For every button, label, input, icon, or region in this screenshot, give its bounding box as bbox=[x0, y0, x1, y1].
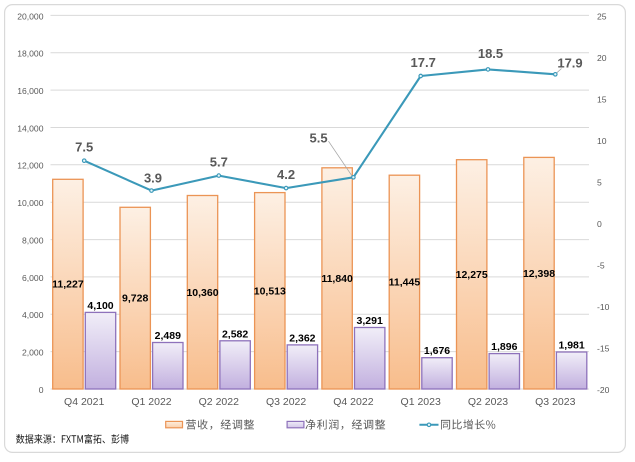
svg-text:-20: -20 bbox=[597, 385, 610, 395]
svg-text:17.7: 17.7 bbox=[411, 55, 436, 70]
svg-text:2,489: 2,489 bbox=[155, 330, 181, 342]
svg-text:14,000: 14,000 bbox=[17, 123, 44, 133]
svg-text:4,100: 4,100 bbox=[87, 300, 113, 312]
svg-text:18.5: 18.5 bbox=[478, 46, 503, 61]
svg-text:1,896: 1,896 bbox=[491, 341, 517, 353]
svg-text:4.2: 4.2 bbox=[277, 167, 295, 182]
svg-text:Q1 2023: Q1 2023 bbox=[401, 396, 441, 408]
svg-text:10,360: 10,360 bbox=[186, 287, 218, 299]
svg-text:2,362: 2,362 bbox=[289, 332, 315, 344]
svg-text:11,445: 11,445 bbox=[389, 277, 421, 289]
svg-text:3,291: 3,291 bbox=[357, 315, 383, 327]
svg-text:2,582: 2,582 bbox=[222, 328, 248, 340]
svg-text:5.5: 5.5 bbox=[310, 130, 328, 145]
svg-text:8,000: 8,000 bbox=[22, 236, 44, 246]
svg-text:17.9: 17.9 bbox=[557, 56, 582, 71]
svg-text:Q3 2022: Q3 2022 bbox=[266, 396, 306, 408]
svg-text:20,000: 20,000 bbox=[17, 11, 44, 21]
svg-text:-5: -5 bbox=[597, 260, 605, 270]
svg-text:1,981: 1,981 bbox=[558, 340, 584, 352]
svg-text:0: 0 bbox=[597, 219, 602, 229]
svg-text:16,000: 16,000 bbox=[17, 86, 44, 96]
svg-text:3.9: 3.9 bbox=[144, 171, 162, 186]
svg-text:0: 0 bbox=[39, 385, 44, 395]
svg-text:Q2 2023: Q2 2023 bbox=[468, 396, 508, 408]
svg-text:5: 5 bbox=[597, 177, 602, 187]
svg-text:10: 10 bbox=[597, 136, 607, 146]
svg-text:11,227: 11,227 bbox=[52, 279, 84, 291]
svg-text:Q2 2022: Q2 2022 bbox=[199, 396, 239, 408]
svg-text:10,000: 10,000 bbox=[17, 198, 44, 208]
svg-text:12,000: 12,000 bbox=[17, 161, 44, 171]
svg-text:Q3 2023: Q3 2023 bbox=[535, 396, 575, 408]
svg-text:15: 15 bbox=[597, 94, 607, 104]
svg-text:1,676: 1,676 bbox=[424, 345, 450, 357]
svg-text:-10: -10 bbox=[597, 302, 610, 312]
svg-text:Q4 2021: Q4 2021 bbox=[64, 396, 104, 408]
svg-text:11,840: 11,840 bbox=[321, 273, 353, 285]
svg-text:7.5: 7.5 bbox=[75, 139, 93, 154]
svg-text:2,000: 2,000 bbox=[22, 348, 44, 358]
svg-text:Q1 2022: Q1 2022 bbox=[131, 396, 171, 408]
svg-text:Q4 2022: Q4 2022 bbox=[333, 396, 373, 408]
svg-text:25: 25 bbox=[597, 11, 607, 21]
svg-text:5.7: 5.7 bbox=[210, 154, 228, 169]
svg-text:12,398: 12,398 bbox=[523, 268, 555, 280]
svg-text:12,275: 12,275 bbox=[456, 269, 488, 281]
svg-text:10,513: 10,513 bbox=[254, 285, 286, 297]
svg-text:-15: -15 bbox=[597, 343, 610, 353]
svg-text:18,000: 18,000 bbox=[17, 49, 44, 59]
svg-text:6,000: 6,000 bbox=[22, 273, 44, 283]
svg-text:9,728: 9,728 bbox=[122, 293, 148, 305]
svg-text:4,000: 4,000 bbox=[22, 310, 44, 320]
svg-text:20: 20 bbox=[597, 53, 607, 63]
